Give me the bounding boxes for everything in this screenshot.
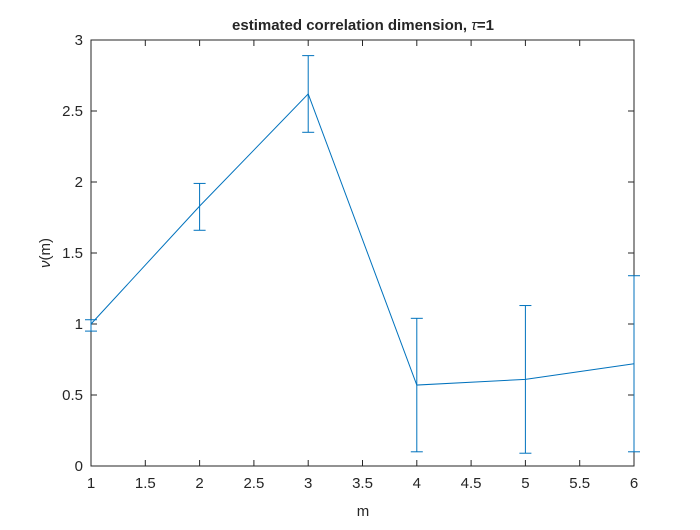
x-tick-label: 2.5 — [243, 475, 264, 492]
x-tick-label: 6 — [630, 475, 638, 492]
x-tick-label: 3 — [304, 475, 312, 492]
y-tick-label: 2 — [75, 174, 83, 191]
x-tick-label: 2 — [195, 475, 203, 492]
y-tick-label: 0 — [75, 458, 83, 475]
y-tick-label: 2.5 — [62, 103, 83, 120]
x-tick-label: 1 — [87, 475, 95, 492]
y-tick-label: 0.5 — [62, 387, 83, 404]
x-tick-label: 1.5 — [135, 475, 156, 492]
series-line — [90, 93, 635, 386]
y-axis-label: ν(m) — [37, 238, 54, 268]
x-tick-label: 3.5 — [352, 475, 373, 492]
x-tick-label: 4 — [413, 475, 421, 492]
x-tick-label: 4.5 — [461, 475, 482, 492]
chart-title: estimated correlation dimension, τ=1 — [232, 17, 494, 34]
y-tick-label: 1.5 — [62, 245, 83, 262]
y-tick-label: 1 — [75, 316, 83, 333]
plot-layer: 1 1.5 2 2.5 3 3.5 4 4.5 5 5.5 6 0 0.5 1 1.5 2 2.5 3 — [62, 32, 640, 492]
x-axis-label: m — [357, 503, 370, 520]
x-tick-label: 5 — [521, 475, 529, 492]
y-tick-label: 3 — [75, 32, 83, 49]
axes-box — [90, 39, 635, 467]
x-tick-label: 5.5 — [569, 475, 590, 492]
